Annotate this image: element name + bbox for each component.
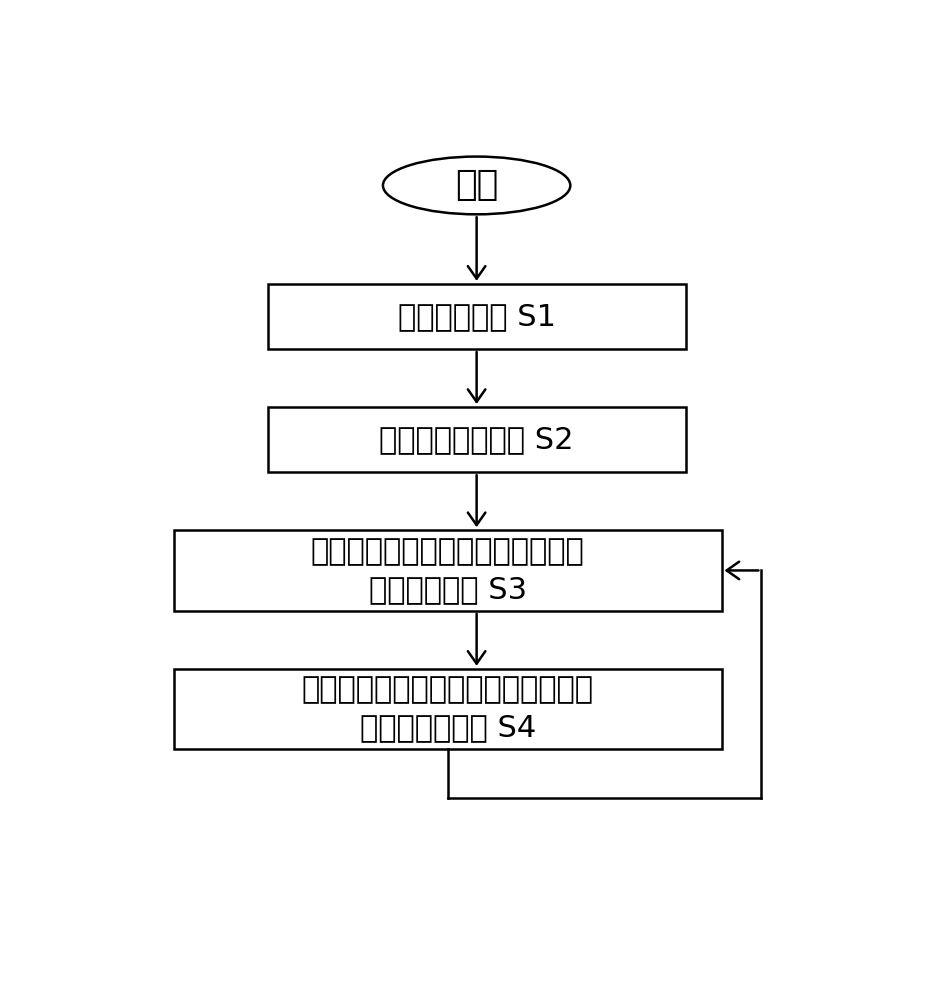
- Bar: [268, 407, 685, 472]
- Text: 根据驱动模式输出对应的履历数据，
驱动发热体工作 S4: 根据驱动模式输出对应的履历数据， 驱动发热体工作 S4: [302, 675, 593, 743]
- Bar: [174, 530, 722, 611]
- Text: 转换得出图像数据 S2: 转换得出图像数据 S2: [379, 425, 574, 454]
- Bar: [174, 669, 722, 749]
- Text: 接收打印数据 S1: 接收打印数据 S1: [398, 302, 555, 331]
- Text: 开始: 开始: [455, 168, 498, 202]
- Text: 根据前后三行的通断数据和真値表
确定驱动模式 S3: 根据前后三行的通断数据和真値表 确定驱动模式 S3: [311, 537, 585, 604]
- Bar: [268, 284, 685, 349]
- Ellipse shape: [383, 157, 570, 214]
